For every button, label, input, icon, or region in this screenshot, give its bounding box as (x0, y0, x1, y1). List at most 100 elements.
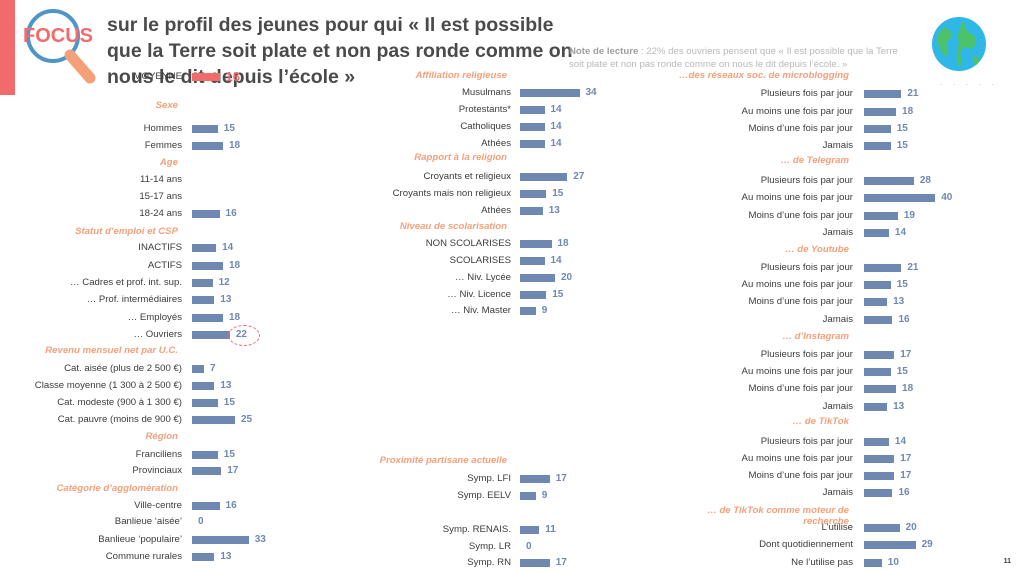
bar-value: 13 (220, 294, 232, 305)
bar (192, 142, 223, 150)
row-label: Ne l’utilise pas (791, 557, 853, 568)
bar (864, 229, 889, 237)
highlight-circle (228, 325, 260, 346)
row-label: 11-14 ans (140, 174, 182, 185)
row-label: Jamais (822, 314, 853, 325)
bar-value: 21 (907, 88, 919, 99)
row-label: … Cadres et prof. int. sup. (70, 277, 182, 288)
reading-note: Note de lecture : 22% des ouvriers pense… (569, 46, 914, 71)
row-label: SCOLARISES (449, 255, 511, 266)
bar (864, 403, 888, 411)
section-title: Niveau de scolarisation (399, 221, 507, 232)
row-label: Croyants mais non religieux (392, 188, 511, 199)
bar (864, 194, 936, 202)
bar-value: 10 (887, 557, 899, 568)
bar-value: 13 (220, 380, 232, 391)
bar-value: 14 (894, 227, 907, 238)
bar-value: 18 (228, 260, 241, 271)
row-label: Protestants* (458, 104, 511, 115)
decorative-dots: · · · · · (940, 80, 999, 89)
row-label: Athées (481, 138, 511, 149)
bar (192, 365, 205, 373)
row-label: Au moins une fois par jour (741, 279, 853, 290)
bar-value: 20 (561, 272, 573, 283)
bar-value: 12 (218, 277, 230, 288)
bar-value: 18 (557, 238, 569, 249)
bar (864, 438, 889, 446)
bar (192, 210, 220, 218)
section-title: Age (159, 157, 178, 168)
bar (520, 140, 545, 148)
bar-value: 19 (903, 210, 915, 221)
bar-value: 18 (902, 383, 914, 394)
row-label: Cat. pauvre (moins de 900 €) (57, 414, 182, 425)
section-title: Statut d’emploi et CSP (75, 226, 178, 237)
row-label: Dont quotidiennement (759, 539, 853, 550)
bar-value: 0 (526, 541, 532, 552)
row-label: Jamais (822, 227, 853, 238)
row-label: … Niv. Lycée (455, 272, 511, 283)
bar (192, 125, 218, 133)
bar-value: 15 (223, 449, 235, 460)
bar-value: 34 (585, 87, 597, 98)
section-title: … de TikTok (792, 416, 849, 427)
row-label: Au moins une fois par jour (741, 366, 853, 377)
bar-value: 11 (545, 524, 556, 535)
bar-value: 14 (550, 121, 562, 132)
note-text: : 22% des ouvriers pensent que « Il est … (569, 46, 898, 70)
bar (864, 298, 888, 306)
bar (192, 502, 220, 510)
row-label: 15-17 ans (139, 191, 182, 202)
section-title: … d’Instagram (782, 331, 849, 342)
row-label: Femmes (144, 140, 182, 151)
bar-value: 9 (541, 305, 548, 316)
bar-value: 16 (898, 314, 910, 325)
row-label: Hommes (143, 123, 182, 134)
bar-value: 40 (941, 192, 953, 203)
row-label: … Prof. intermédiaires (86, 294, 182, 305)
row-label: Athées (481, 205, 511, 216)
focus-logo: FOCUS (23, 9, 96, 84)
row-label: … Ouvriers (133, 329, 182, 340)
row-label: Jamais (822, 140, 853, 151)
bar (864, 385, 897, 393)
bar-value: 15 (552, 289, 564, 300)
bar-value: 16 (225, 500, 237, 511)
bar (192, 314, 223, 322)
bar (520, 559, 550, 567)
globe-icon (932, 17, 986, 71)
bar-value: 15 (896, 279, 908, 290)
bar-value: 13 (893, 401, 905, 412)
note-label: Note de lecture (569, 46, 639, 57)
section-title: … de Youtube (785, 244, 849, 255)
bar-value: 18 (228, 312, 241, 323)
row-label: Catholiques (460, 121, 511, 132)
bar (192, 536, 249, 544)
row-label: Moins d’une fois par jour (748, 210, 853, 221)
bar (864, 108, 897, 116)
bar-value: 28 (919, 175, 931, 186)
bar-value: 15 (896, 366, 908, 377)
row-label: Symp. RN (467, 557, 511, 568)
row-label: Plusieurs fois par jour (760, 349, 853, 360)
row-label: Cat. aisée (plus de 2 500 €) (64, 363, 182, 374)
bar (864, 177, 914, 185)
bar (520, 190, 547, 198)
bar-value: 25 (241, 414, 253, 425)
bar-value: 17 (555, 557, 567, 568)
bar (864, 212, 898, 220)
row-label: Moins d’une fois par jour (748, 383, 853, 394)
bar (520, 257, 545, 265)
bar-value: 13 (548, 205, 560, 216)
bar-value: 16 (225, 208, 237, 219)
row-label: Au moins une fois par jour (741, 453, 853, 464)
bar-value: 15 (552, 188, 564, 199)
bar-value: 27 (573, 171, 585, 182)
row-label: INACTIFS (138, 242, 182, 253)
bar (520, 291, 547, 299)
bar-value: 16 (898, 487, 910, 498)
bar-value: 0 (198, 516, 204, 527)
row-label: L’utilise (821, 522, 853, 533)
bar (864, 541, 916, 549)
row-label: Jamais (822, 401, 853, 412)
